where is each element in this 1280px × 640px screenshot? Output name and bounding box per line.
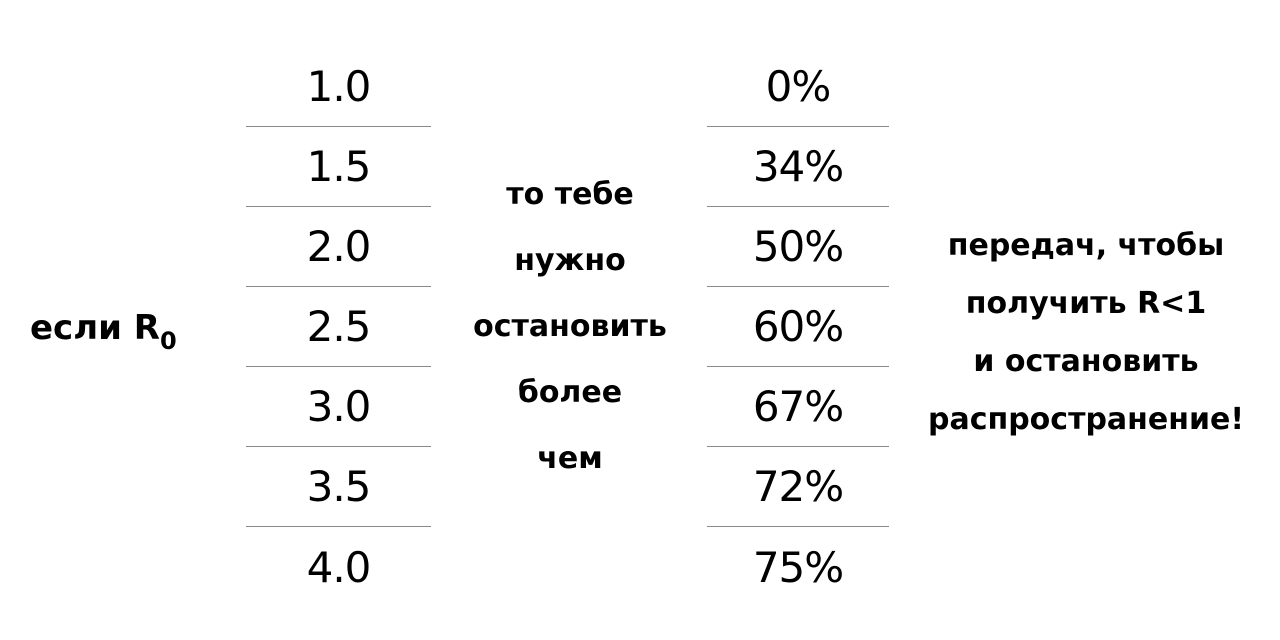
percentage-value: 50% (707, 207, 889, 287)
r0-value: 2.0 (246, 207, 431, 287)
middle-line: чем (537, 441, 603, 476)
right-line: и остановить (973, 344, 1199, 379)
if-r0-text: если R (30, 308, 160, 348)
percentage-value: 72% (707, 447, 889, 527)
percentage-value: 34% (707, 127, 889, 207)
r0-value: 1.0 (246, 47, 431, 127)
middle-line: нужно (514, 243, 626, 278)
middle-line: более (517, 375, 623, 410)
right-line: получить R<1 (965, 286, 1207, 321)
middle-line: остановить (473, 309, 667, 344)
middle-line: то тебе (506, 177, 634, 212)
percentage-value: 0% (707, 47, 889, 127)
r0-value: 3.0 (246, 367, 431, 447)
r0-value: 2.5 (246, 287, 431, 367)
right-text: передач, чтобы получить R<1 и остановить… (896, 217, 1276, 449)
percentage-value: 75% (752, 542, 844, 592)
r0-value: 1.5 (246, 127, 431, 207)
r0-value: 3.5 (246, 447, 431, 527)
middle-text: то тебе нужно остановить более чем (440, 162, 700, 492)
percentage-column: 0% 34% 50% 60% 67% 72% 75% (707, 47, 889, 607)
percentage-value: 67% (707, 367, 889, 447)
right-line: распространение! (927, 402, 1245, 437)
r0-values-column: 1.0 1.5 2.0 2.5 3.0 3.5 4.0 (246, 47, 431, 607)
r0-subscript: 0 (159, 327, 177, 355)
r0-value: 4.0 (306, 542, 372, 592)
right-line: передач, чтобы (947, 228, 1225, 263)
percentage-value: 60% (707, 287, 889, 367)
if-r0-label: если R0 (30, 295, 177, 374)
